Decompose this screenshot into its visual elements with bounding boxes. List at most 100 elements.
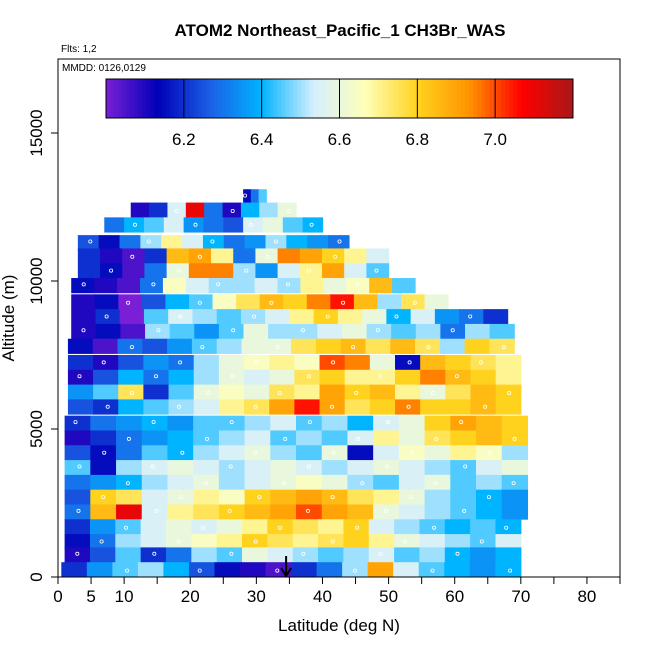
chart-title: ATOM2 Northeast_Pacific_1 CH3Br_WAS bbox=[175, 21, 506, 40]
marker-arrow-head bbox=[280, 567, 292, 578]
heatmap-cell bbox=[344, 248, 367, 264]
sample-point bbox=[406, 404, 411, 409]
colorbar-segment bbox=[233, 79, 239, 118]
colorbar-segment bbox=[129, 79, 135, 118]
heatmap-cell bbox=[476, 430, 503, 446]
heatmap-cell bbox=[322, 263, 345, 279]
heatmap-cell bbox=[259, 294, 284, 310]
heatmap-cell bbox=[292, 547, 319, 563]
heatmap-cell bbox=[470, 369, 497, 385]
sample-point bbox=[508, 568, 513, 573]
sample-point bbox=[130, 254, 135, 259]
sample-point bbox=[384, 464, 389, 469]
colorbar-segment bbox=[449, 79, 454, 118]
heatmap-cell bbox=[386, 309, 412, 325]
sample-point bbox=[265, 254, 270, 259]
heatmap-cell bbox=[240, 562, 267, 578]
colorbar-segment bbox=[321, 79, 327, 118]
colorbar-segment bbox=[465, 79, 470, 118]
colorbar-segment bbox=[253, 79, 259, 118]
heatmap-cell bbox=[94, 294, 119, 310]
colorbar-segment bbox=[193, 79, 199, 118]
heatmap-cell bbox=[424, 294, 449, 310]
heatmap-cell bbox=[483, 309, 509, 325]
colorbar-segment bbox=[561, 79, 566, 118]
colorbar-segment bbox=[425, 79, 430, 118]
colorbar-segment bbox=[133, 79, 139, 118]
heatmap-cell bbox=[100, 263, 123, 279]
sample-point bbox=[273, 239, 278, 244]
heatmap-cell bbox=[92, 338, 119, 354]
heatmap-cell bbox=[100, 248, 123, 264]
colorbar-segment bbox=[289, 79, 295, 118]
heatmap-cell bbox=[495, 534, 522, 550]
sample-point bbox=[285, 282, 290, 287]
x-tick-label: 20 bbox=[181, 587, 200, 606]
heatmap-cell bbox=[340, 338, 367, 354]
heatmap-cell bbox=[193, 369, 220, 385]
heatmap-cell bbox=[244, 355, 270, 371]
heatmap-cell bbox=[365, 338, 391, 354]
heatmap-cell bbox=[64, 460, 91, 476]
heatmap-cell bbox=[71, 309, 97, 325]
sample-point bbox=[337, 239, 342, 244]
colorbar-segment bbox=[557, 79, 562, 118]
heatmap-cell bbox=[244, 369, 270, 385]
heatmap-cell bbox=[243, 217, 264, 233]
colorbar-segment bbox=[365, 79, 370, 118]
heatmap-cell bbox=[270, 460, 297, 476]
colorbar-segment bbox=[393, 79, 398, 118]
colorbar-segment bbox=[417, 79, 422, 118]
heatmap-cell bbox=[193, 445, 220, 461]
sample-point bbox=[197, 568, 202, 573]
colorbar-segment bbox=[297, 79, 303, 118]
heatmap-cell bbox=[267, 534, 294, 550]
sample-point bbox=[126, 300, 131, 305]
heatmap-cell bbox=[341, 323, 368, 340]
heatmap-cell bbox=[294, 355, 321, 371]
heatmap-cell bbox=[495, 369, 522, 385]
heatmap-cell bbox=[116, 415, 143, 431]
sample-point bbox=[269, 300, 274, 305]
colorbar-segment bbox=[165, 79, 171, 118]
colorbar-segment bbox=[389, 79, 394, 118]
colorbar-segment bbox=[157, 79, 163, 118]
sample-point bbox=[176, 539, 181, 544]
heatmap-cell bbox=[168, 384, 195, 400]
sample-point bbox=[230, 374, 235, 379]
colorbar-segment bbox=[501, 79, 506, 118]
heatmap-cell bbox=[394, 534, 421, 550]
sample-point bbox=[102, 450, 107, 455]
heatmap-cell bbox=[267, 547, 294, 563]
heatmap-cell bbox=[265, 309, 291, 325]
heatmap-cell bbox=[277, 248, 301, 264]
colorbar-segment bbox=[185, 79, 191, 118]
heatmap-cell bbox=[118, 369, 144, 385]
colorbar-segment bbox=[481, 79, 486, 118]
heatmap-cell bbox=[244, 415, 271, 431]
heatmap-cell bbox=[218, 384, 245, 400]
heatmap-cell bbox=[120, 323, 146, 340]
colorbar-segment bbox=[521, 79, 526, 118]
heatmap-cell bbox=[347, 430, 374, 446]
heatmap-cell bbox=[211, 263, 234, 279]
colorbar-segment bbox=[437, 79, 442, 118]
heatmap-cell bbox=[117, 278, 141, 294]
sample-point bbox=[277, 390, 282, 395]
heatmap-cell bbox=[282, 217, 304, 233]
heatmap-cell bbox=[394, 547, 421, 563]
sample-point bbox=[73, 420, 78, 425]
sample-point bbox=[426, 345, 431, 350]
colorbar-segment bbox=[201, 79, 207, 118]
sample-point bbox=[151, 282, 156, 287]
heatmap-cell bbox=[495, 547, 522, 563]
heatmap-cell bbox=[193, 504, 220, 520]
heatmap-cell bbox=[267, 519, 294, 535]
heatmap-cell bbox=[90, 489, 117, 505]
heatmap-cell bbox=[343, 547, 370, 563]
colorbar-segment bbox=[301, 79, 307, 118]
sample-point bbox=[129, 390, 134, 395]
sample-point bbox=[227, 508, 232, 513]
heatmap-cell bbox=[415, 338, 441, 354]
heatmap-cell bbox=[216, 534, 243, 550]
